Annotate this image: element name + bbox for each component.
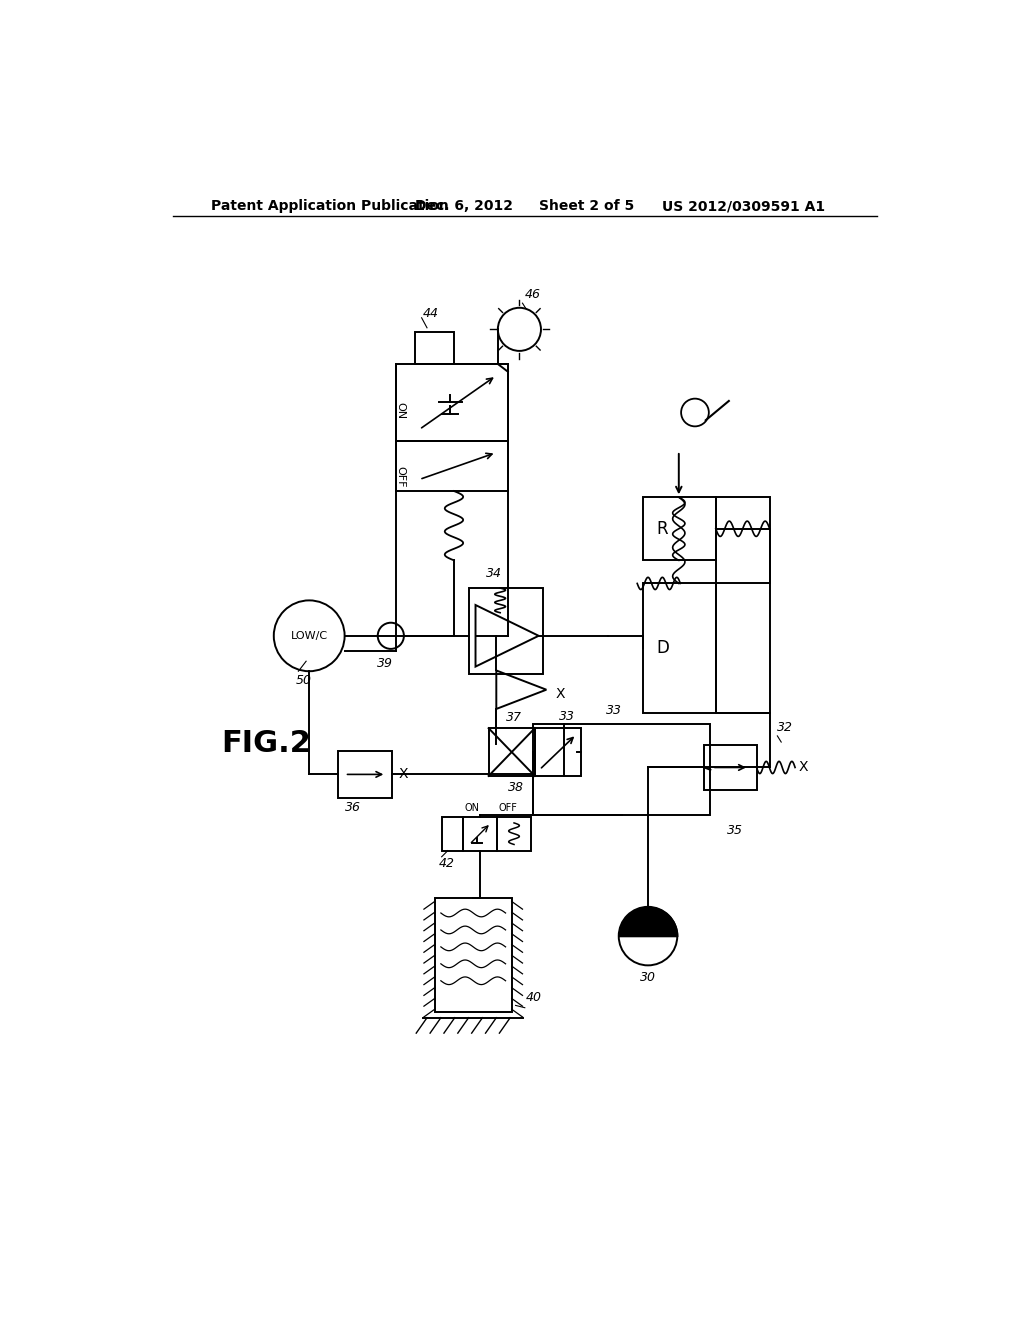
Text: 36: 36: [345, 801, 360, 814]
Text: X: X: [798, 760, 808, 775]
Text: Sheet 2 of 5: Sheet 2 of 5: [539, 199, 634, 213]
Text: 44: 44: [423, 308, 439, 321]
Text: ON: ON: [395, 403, 406, 420]
Bar: [463, 817, 497, 850]
Text: 32: 32: [777, 721, 794, 734]
Bar: [416, 331, 454, 364]
Text: 30: 30: [640, 970, 656, 983]
Text: FIG.2: FIG.2: [221, 729, 311, 758]
Bar: [535, 729, 581, 776]
Text: 33: 33: [606, 704, 622, 717]
Bar: [643, 583, 716, 713]
Bar: [396, 441, 508, 491]
Text: 42: 42: [438, 857, 455, 870]
Bar: [497, 817, 531, 850]
Text: 33: 33: [559, 710, 575, 723]
Bar: [469, 589, 543, 675]
Text: Patent Application Publication: Patent Application Publication: [211, 199, 450, 213]
Text: 34: 34: [486, 568, 503, 581]
Bar: [643, 498, 716, 560]
Bar: [441, 817, 463, 850]
Text: X: X: [398, 767, 408, 781]
Text: X: X: [556, 688, 565, 701]
Text: US 2012/0309591 A1: US 2012/0309591 A1: [662, 199, 825, 213]
Text: 38: 38: [508, 780, 524, 793]
Text: R: R: [656, 520, 668, 537]
Bar: [435, 898, 512, 1011]
Text: 35: 35: [727, 825, 743, 837]
Text: 50: 50: [296, 675, 312, 688]
Text: ON: ON: [465, 803, 479, 813]
Text: D: D: [656, 639, 670, 657]
Text: 46: 46: [524, 288, 541, 301]
Text: LOW/C: LOW/C: [291, 631, 328, 640]
Text: OFF: OFF: [499, 803, 517, 813]
Text: 39: 39: [377, 657, 392, 671]
Bar: [488, 729, 535, 776]
Text: Dec. 6, 2012: Dec. 6, 2012: [416, 199, 513, 213]
Text: OFF: OFF: [395, 466, 406, 487]
Bar: [705, 744, 757, 789]
Bar: [396, 364, 508, 441]
Bar: [716, 498, 770, 713]
Text: 37: 37: [506, 711, 522, 725]
Bar: [534, 725, 711, 816]
Bar: [339, 751, 392, 797]
Text: 40: 40: [525, 991, 542, 1003]
